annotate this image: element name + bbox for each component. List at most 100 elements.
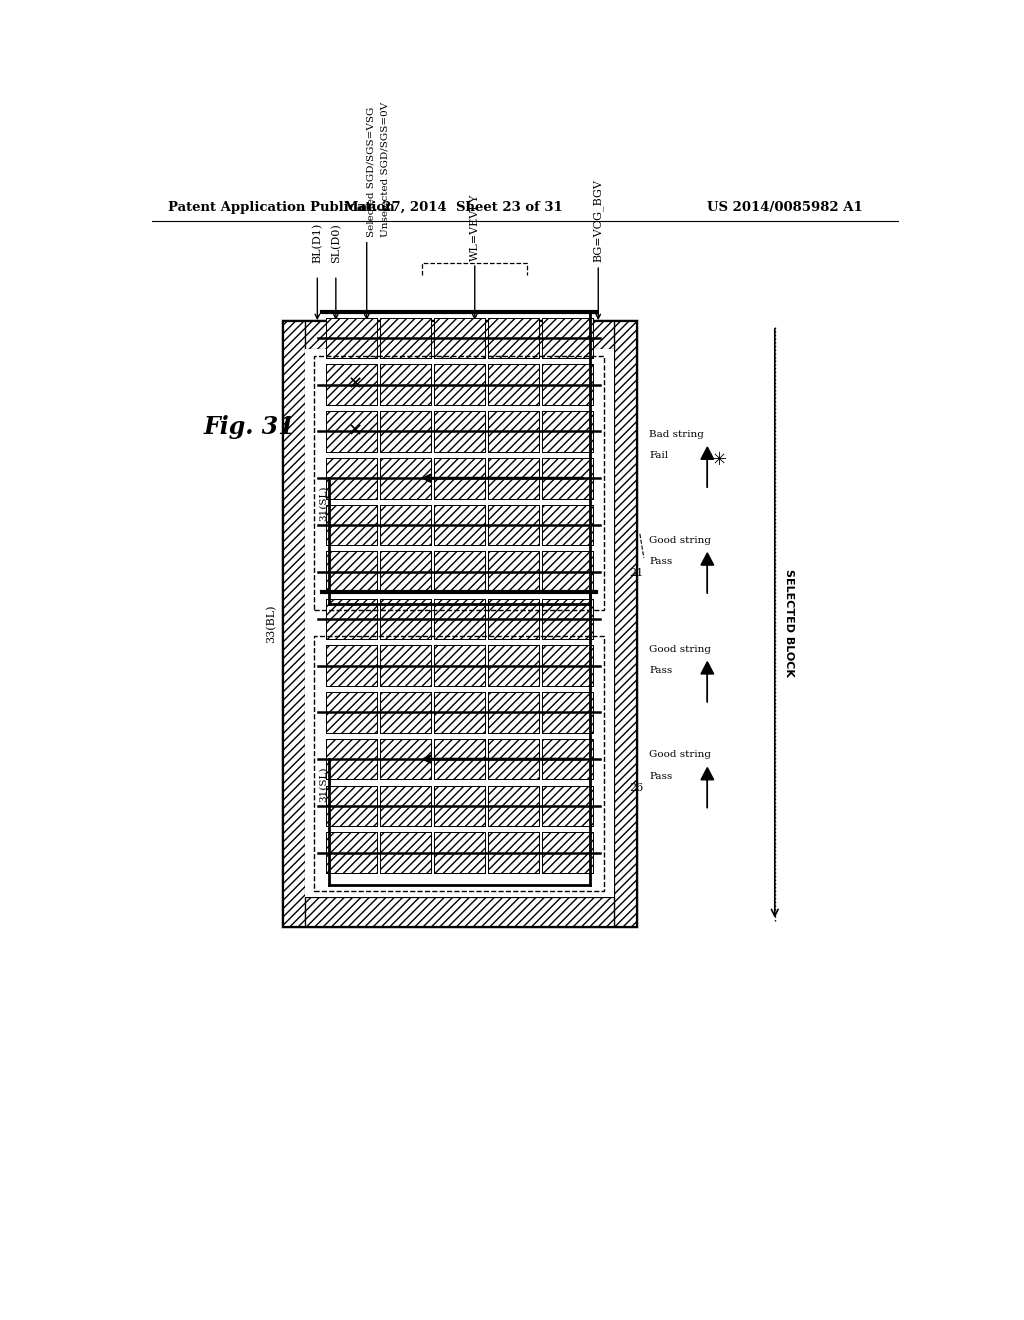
Bar [283, 321, 305, 925]
Text: Good string: Good string [649, 751, 712, 759]
Text: US 2014/0085982 A1: US 2014/0085982 A1 [708, 201, 863, 214]
Bar [434, 785, 484, 826]
Text: Mar. 27, 2014  Sheet 23 of 31: Mar. 27, 2014 Sheet 23 of 31 [344, 201, 563, 214]
Bar [488, 458, 539, 499]
Bar [326, 692, 377, 733]
Bar [326, 598, 377, 639]
Bar [488, 692, 539, 733]
Text: 21: 21 [630, 568, 644, 578]
Bar [380, 598, 431, 639]
Bar [380, 833, 431, 873]
Bar [380, 785, 431, 826]
Text: ✳: ✳ [712, 451, 727, 470]
Bar [542, 364, 593, 405]
Bar [542, 833, 593, 873]
Bar [488, 645, 539, 686]
Bar [542, 458, 593, 499]
Bar [542, 411, 593, 451]
FancyArrow shape [701, 661, 714, 702]
FancyArrow shape [701, 767, 714, 808]
Bar [326, 552, 377, 593]
Bar [434, 364, 484, 405]
Text: Pass: Pass [649, 772, 673, 781]
Bar [380, 833, 431, 873]
Bar [326, 364, 377, 405]
Bar [380, 411, 431, 451]
Bar [434, 504, 484, 545]
Bar [434, 318, 484, 358]
Bar [326, 504, 377, 545]
Bar [380, 458, 431, 499]
Bar [542, 692, 593, 733]
Bar [434, 504, 484, 545]
Bar [434, 598, 484, 639]
Bar [380, 504, 431, 545]
Bar [380, 458, 431, 499]
Bar [488, 785, 539, 826]
Bar [305, 321, 613, 350]
Bar [488, 739, 539, 779]
Bar [613, 321, 636, 925]
Bar [434, 458, 484, 499]
Bar [305, 898, 613, 925]
Bar [488, 598, 539, 639]
FancyArrow shape [701, 553, 714, 594]
Bar [542, 504, 593, 545]
Bar [380, 318, 431, 358]
Bar [488, 739, 539, 779]
Text: Fail: Fail [649, 451, 669, 461]
Text: SELECTED BLOCK: SELECTED BLOCK [784, 569, 794, 677]
Bar [326, 318, 377, 358]
Bar [283, 321, 636, 925]
Bar [283, 321, 305, 925]
Bar [326, 411, 377, 451]
Bar [326, 364, 377, 405]
Bar [326, 739, 377, 779]
Text: Good string: Good string [649, 536, 712, 545]
Bar [488, 504, 539, 545]
Bar [326, 458, 377, 499]
Bar [488, 833, 539, 873]
Text: 31(SL): 31(SL) [318, 486, 328, 521]
Bar [326, 318, 377, 358]
Bar [542, 645, 593, 686]
Bar [326, 552, 377, 593]
Bar [542, 785, 593, 826]
Bar [326, 833, 377, 873]
Bar [542, 364, 593, 405]
Bar [326, 645, 377, 686]
Bar [434, 598, 484, 639]
Bar [380, 598, 431, 639]
Bar [380, 364, 431, 405]
Bar [434, 552, 484, 593]
Bar [380, 739, 431, 779]
Bar [434, 411, 484, 451]
Bar [488, 364, 539, 405]
Bar [434, 645, 484, 686]
Text: Selected SGD/SGS=VSG: Selected SGD/SGS=VSG [367, 107, 376, 236]
Bar [380, 411, 431, 451]
Bar [613, 321, 636, 925]
Text: WL=VEVFY: WL=VEVFY [470, 194, 480, 261]
Bar [326, 458, 377, 499]
Bar [434, 833, 484, 873]
Bar [380, 692, 431, 733]
Bar [488, 552, 539, 593]
Text: Pass: Pass [649, 667, 673, 675]
Bar [488, 645, 539, 686]
Bar [434, 739, 484, 779]
Bar [542, 504, 593, 545]
Bar [434, 318, 484, 358]
Bar [488, 411, 539, 451]
Bar [326, 645, 377, 686]
Bar [434, 833, 484, 873]
Bar [542, 552, 593, 593]
Bar [434, 692, 484, 733]
Bar [434, 552, 484, 593]
Bar [305, 321, 613, 350]
Bar [380, 318, 431, 358]
Bar [326, 504, 377, 545]
Bar [434, 411, 484, 451]
Text: Good string: Good string [649, 644, 712, 653]
Bar [380, 785, 431, 826]
